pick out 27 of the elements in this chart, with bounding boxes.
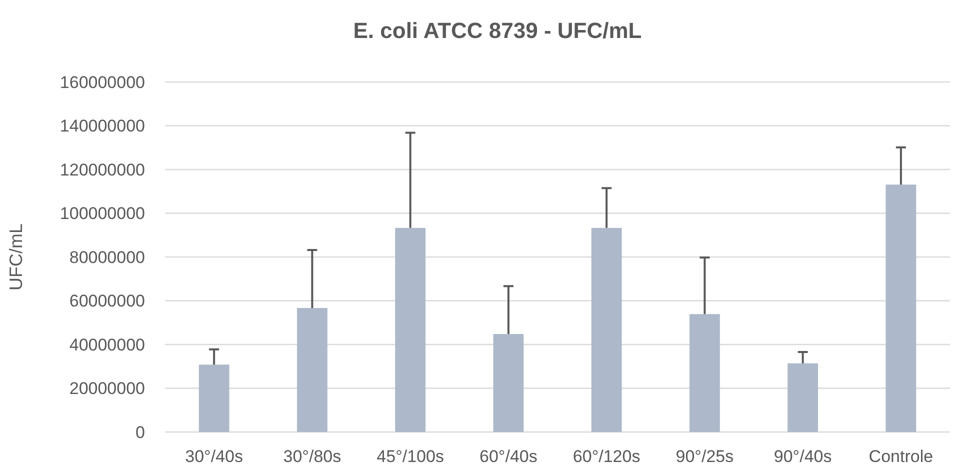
chart-title: E. coli ATCC 8739 - UFC/mL	[353, 18, 642, 43]
x-tick-label: Controle	[868, 447, 934, 466]
bar	[591, 228, 622, 432]
bar	[296, 308, 328, 432]
x-tick-label: 30°/80s	[283, 447, 342, 466]
y-tick-label: 80000000	[69, 248, 145, 267]
y-tick-label: 20000000	[69, 379, 145, 398]
y-tick-label: 0	[136, 422, 145, 442]
y-tick-label: 120000000	[60, 160, 145, 180]
y-tick-label: 40000000	[69, 335, 145, 354]
x-tick-label: 30°/40s	[185, 447, 243, 466]
y-tick-label: 100000000	[60, 204, 145, 224]
x-tick-label: 60°/40s	[480, 447, 538, 466]
bar	[493, 334, 524, 432]
x-tick-label: 90°/25s	[676, 447, 734, 466]
y-axis-title: UFC/mL	[6, 224, 26, 290]
bar	[788, 363, 818, 432]
x-tick-label: 45°/100s	[376, 447, 444, 466]
y-tick-label: 140000000	[60, 116, 145, 136]
bar	[198, 364, 230, 432]
bar	[886, 184, 916, 432]
bar	[395, 228, 426, 432]
y-tick-label: 160000000	[60, 72, 145, 92]
bar	[689, 314, 720, 432]
y-tick-label: 60000000	[69, 292, 145, 311]
x-tick-label: 90°/40s	[774, 447, 832, 466]
x-tick-label: 60°/120s	[572, 447, 640, 466]
